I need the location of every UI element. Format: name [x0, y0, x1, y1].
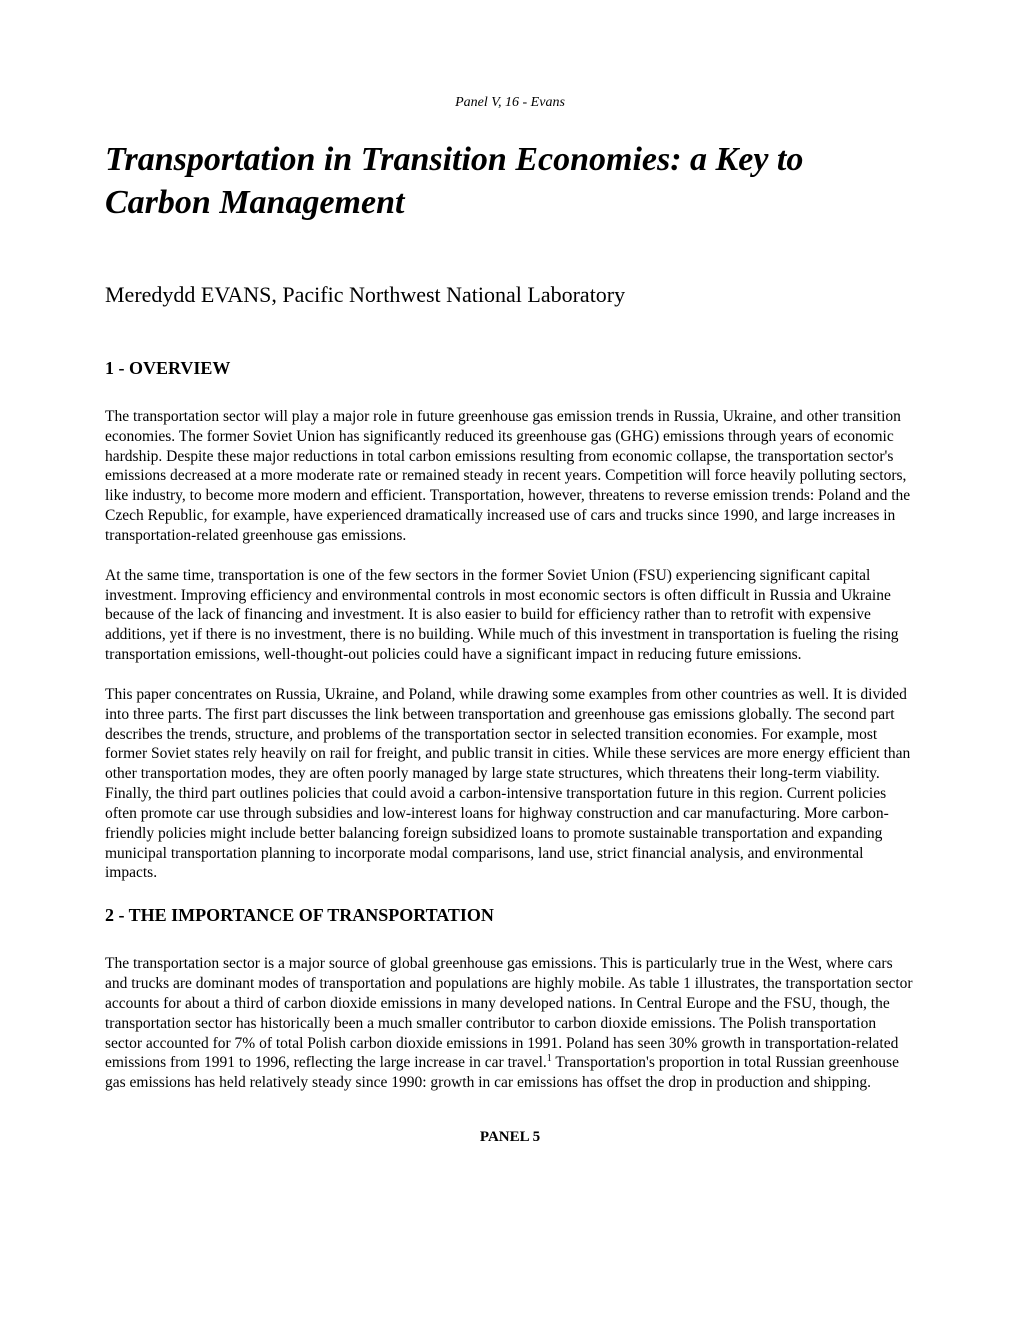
panel-footer: PANEL 5 — [105, 1129, 915, 1146]
section-2-para-1: The transportation sector is a major sou… — [105, 954, 915, 1093]
panel-header: Panel V, 16 - Evans — [105, 95, 915, 111]
section-2-heading: 2 - THE IMPORTANCE OF TRANSPORTATION — [105, 905, 915, 926]
section-1-para-1: The transportation sector will play a ma… — [105, 407, 915, 546]
section-1-para-3: This paper concentrates on Russia, Ukrai… — [105, 685, 915, 883]
section-1-heading: 1 - OVERVIEW — [105, 358, 915, 379]
page-title: Transportation in Transition Economies: … — [105, 139, 915, 224]
author-line: Meredydd EVANS, Pacific Northwest Nation… — [105, 282, 915, 308]
section-1-para-2: At the same time, transportation is one … — [105, 566, 915, 665]
